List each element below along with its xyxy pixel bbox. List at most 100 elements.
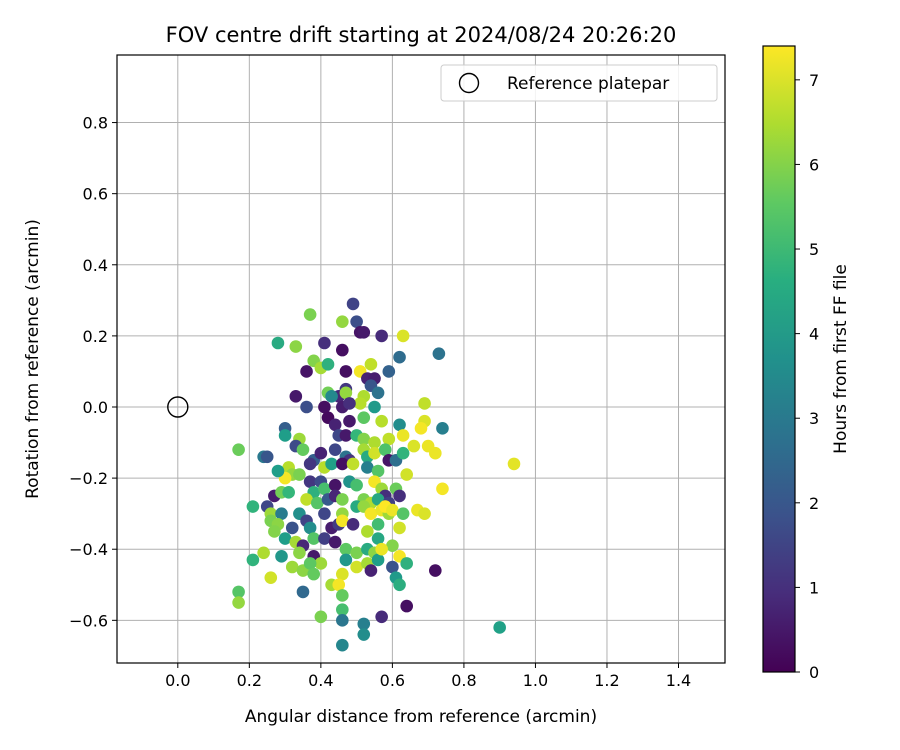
data-point (300, 365, 313, 378)
x-tick-label: 0.0 (165, 671, 190, 690)
data-point (328, 443, 342, 456)
x-tick-label: 0.2 (237, 671, 262, 690)
data-point (436, 482, 449, 496)
y-tick-label: 0.6 (83, 185, 108, 204)
data-point (336, 638, 349, 652)
data-point (289, 390, 303, 403)
data-point (361, 461, 374, 474)
data-point (357, 617, 371, 631)
data-point (278, 429, 292, 442)
legend-marker-icon (458, 72, 480, 94)
data-point (271, 464, 285, 478)
data-point (246, 553, 260, 567)
data-point (307, 567, 321, 581)
data-point (300, 493, 313, 506)
data-point (429, 446, 442, 460)
data-point (357, 411, 371, 424)
data-point (336, 493, 349, 506)
data-point (364, 507, 378, 520)
data-point (407, 439, 421, 453)
data-point (303, 521, 317, 535)
reference-platepar-marker (167, 396, 189, 418)
y-tick-label: −0.2 (69, 469, 108, 488)
colorbar-tick-label: 0 (809, 663, 819, 682)
colorbar-tick-label: 6 (809, 155, 819, 174)
data-point (493, 621, 506, 634)
data-point (336, 603, 349, 616)
data-point (293, 546, 306, 560)
data-point (332, 578, 346, 592)
data-point (400, 557, 413, 570)
data-point (296, 443, 310, 456)
data-point (328, 535, 342, 549)
data-point (310, 496, 324, 510)
colorbar-tick-label: 5 (809, 240, 819, 259)
data-point (400, 599, 413, 613)
data-point (386, 560, 399, 574)
data-point (393, 489, 406, 503)
data-point (382, 432, 396, 446)
data-point (282, 486, 295, 499)
data-point (260, 450, 274, 464)
data-point (232, 585, 245, 599)
data-point (232, 443, 245, 456)
data-point (314, 610, 328, 624)
colorbar-gradient (763, 46, 795, 672)
plot-frame (116, 54, 726, 664)
data-point (436, 422, 449, 435)
y-tick-label: 0.2 (83, 327, 108, 346)
x-axis-ticks: 0.0 0.2 0.4 0.6 0.8 1.0 1.2 1.4 (165, 663, 691, 690)
data-point (285, 521, 299, 535)
colorbar-tick-label: 3 (809, 409, 819, 428)
data-point (232, 596, 245, 609)
data-point (350, 560, 363, 574)
data-point (303, 557, 317, 570)
data-point (318, 482, 331, 496)
data-point (336, 514, 349, 528)
legend-label: Reference platepar (507, 74, 669, 94)
data-point (318, 507, 331, 520)
data-point (396, 446, 410, 460)
data-point (418, 507, 431, 520)
data-point (350, 315, 363, 328)
data-point (303, 475, 317, 488)
data-point (336, 315, 349, 328)
data-point (339, 429, 353, 442)
data-point (375, 542, 388, 556)
legend-box (440, 64, 718, 102)
legend: Reference platepar (440, 64, 718, 102)
data-point (361, 525, 374, 538)
y-axis-ticks: −0.6 −0.4 −0.2 0.0 0.2 0.4 0.6 0.8 (69, 114, 117, 630)
x-tick-label: 1.0 (523, 671, 548, 690)
data-point (346, 518, 360, 531)
data-point (364, 564, 378, 577)
data-point (339, 553, 353, 567)
x-tick-label: 0.6 (380, 671, 405, 690)
x-tick-label: 1.4 (666, 671, 691, 690)
data-point (396, 507, 410, 520)
colorbar-tick-label: 4 (809, 325, 819, 344)
data-point (339, 386, 353, 400)
data-point (325, 457, 338, 471)
data-point (346, 457, 360, 471)
data-point (393, 418, 406, 432)
data-point (371, 464, 385, 478)
data-point (246, 500, 260, 513)
data-point (336, 457, 349, 471)
data-point (368, 446, 381, 460)
colorbar-title: Hours from first FF file (831, 264, 851, 454)
data-point (371, 386, 385, 400)
data-point (350, 546, 363, 560)
data-points (232, 297, 521, 652)
data-point (371, 518, 385, 531)
y-tick-label: 0.8 (83, 114, 108, 133)
data-point (336, 343, 349, 357)
data-point (396, 429, 410, 442)
data-point (429, 564, 442, 577)
data-point (318, 336, 331, 350)
data-point (350, 478, 363, 492)
data-point (343, 414, 356, 428)
data-point (343, 397, 356, 410)
data-point (357, 628, 371, 641)
